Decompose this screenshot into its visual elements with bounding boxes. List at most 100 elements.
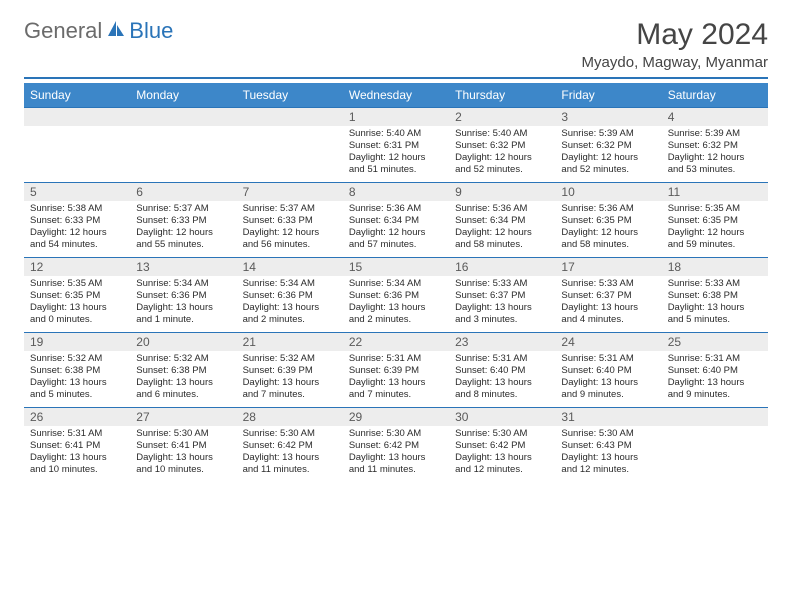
sunset-text: Sunset: 6:42 PM	[349, 440, 443, 452]
sunrise-text: Sunrise: 5:37 AM	[243, 203, 337, 215]
day-body: Sunrise: 5:35 AMSunset: 6:35 PMDaylight:…	[24, 276, 130, 332]
sunset-text: Sunset: 6:31 PM	[349, 140, 443, 152]
day-number: 12	[24, 258, 130, 276]
calendar-day-cell: 7Sunrise: 5:37 AMSunset: 6:33 PMDaylight…	[237, 183, 343, 258]
daylight-text: Daylight: 13 hours and 5 minutes.	[668, 302, 762, 326]
sunset-text: Sunset: 6:34 PM	[455, 215, 549, 227]
day-body: Sunrise: 5:31 AMSunset: 6:40 PMDaylight:…	[662, 351, 768, 407]
weekday-header: Saturday	[662, 83, 768, 108]
sunset-text: Sunset: 6:38 PM	[30, 365, 124, 377]
day-body: Sunrise: 5:34 AMSunset: 6:36 PMDaylight:…	[343, 276, 449, 332]
day-body: Sunrise: 5:34 AMSunset: 6:36 PMDaylight:…	[237, 276, 343, 332]
sunrise-text: Sunrise: 5:32 AM	[136, 353, 230, 365]
day-body: Sunrise: 5:36 AMSunset: 6:34 PMDaylight:…	[343, 201, 449, 257]
calendar-day-cell: 14Sunrise: 5:34 AMSunset: 6:36 PMDayligh…	[237, 258, 343, 333]
day-body: Sunrise: 5:30 AMSunset: 6:41 PMDaylight:…	[130, 426, 236, 482]
calendar-day-cell: 20Sunrise: 5:32 AMSunset: 6:38 PMDayligh…	[130, 333, 236, 408]
calendar-day-cell: 13 Sunrise: 5:34 AMSunset: 6:36 PMDayligh…	[130, 258, 236, 333]
day-body: Sunrise: 5:30 AMSunset: 6:42 PMDaylight:…	[343, 426, 449, 482]
day-number: 10	[555, 183, 661, 201]
day-number: 1	[343, 108, 449, 126]
day-body: Sunrise: 5:31 AMSunset: 6:40 PMDaylight:…	[449, 351, 555, 407]
day-number: 3	[555, 108, 661, 126]
day-body: Sunrise: 5:31 AMSunset: 6:41 PMDaylight:…	[24, 426, 130, 482]
calendar-day-cell	[662, 408, 768, 483]
calendar-day-cell: 12Sunrise: 5:35 AMSunset: 6:35 PMDayligh…	[24, 258, 130, 333]
day-number: 6	[130, 183, 236, 201]
calendar-week-row: 12Sunrise: 5:35 AMSunset: 6:35 PMDayligh…	[24, 258, 768, 333]
calendar-day-cell: 5Sunrise: 5:38 AMSunset: 6:33 PMDaylight…	[24, 183, 130, 258]
calendar-day-cell: 8Sunrise: 5:36 AMSunset: 6:34 PMDaylight…	[343, 183, 449, 258]
day-number: 26	[24, 408, 130, 426]
calendar-day-cell: 30Sunrise: 5:30 AMSunset: 6:42 PMDayligh…	[449, 408, 555, 483]
daylight-text: Daylight: 12 hours and 56 minutes.	[243, 227, 337, 251]
daylight-text: Daylight: 12 hours and 58 minutes.	[455, 227, 549, 251]
sunset-text: Sunset: 6:38 PM	[668, 290, 762, 302]
day-number: 29	[343, 408, 449, 426]
calendar-week-row: 1Sunrise: 5:40 AMSunset: 6:31 PMDaylight…	[24, 108, 768, 183]
calendar-day-cell: 6Sunrise: 5:37 AMSunset: 6:33 PMDaylight…	[130, 183, 236, 258]
day-body: Sunrise: 5:36 AMSunset: 6:35 PMDaylight:…	[555, 201, 661, 257]
day-body: Sunrise: 5:39 AMSunset: 6:32 PMDaylight:…	[555, 126, 661, 182]
location: Myaydo, Magway, Myanmar	[582, 54, 768, 71]
daylight-text: Daylight: 13 hours and 5 minutes.	[30, 377, 124, 401]
sunset-text: Sunset: 6:40 PM	[561, 365, 655, 377]
daylight-text: Daylight: 13 hours and 1 minute.	[136, 302, 230, 326]
sunset-text: Sunset: 6:40 PM	[455, 365, 549, 377]
logo: General Blue	[24, 18, 173, 44]
calendar-day-cell: 28Sunrise: 5:30 AMSunset: 6:42 PMDayligh…	[237, 408, 343, 483]
calendar-day-cell: 29Sunrise: 5:30 AMSunset: 6:42 PMDayligh…	[343, 408, 449, 483]
day-body: Sunrise: 5:30 AMSunset: 6:42 PMDaylight:…	[237, 426, 343, 482]
sunrise-text: Sunrise: 5:30 AM	[561, 428, 655, 440]
day-body	[662, 426, 768, 482]
sunset-text: Sunset: 6:32 PM	[455, 140, 549, 152]
sunset-text: Sunset: 6:38 PM	[136, 365, 230, 377]
calendar-day-cell: 21Sunrise: 5:32 AMSunset: 6:39 PMDayligh…	[237, 333, 343, 408]
day-number: 30	[449, 408, 555, 426]
sunrise-text: Sunrise: 5:33 AM	[561, 278, 655, 290]
daylight-text: Daylight: 12 hours and 57 minutes.	[349, 227, 443, 251]
calendar-week-row: 26Sunrise: 5:31 AMSunset: 6:41 PMDayligh…	[24, 408, 768, 483]
sunset-text: Sunset: 6:35 PM	[30, 290, 124, 302]
weekday-header: Monday	[130, 83, 236, 108]
weekday-header: Friday	[555, 83, 661, 108]
sunrise-text: Sunrise: 5:30 AM	[243, 428, 337, 440]
day-body: Sunrise: 5:39 AMSunset: 6:32 PMDaylight:…	[662, 126, 768, 182]
day-number: 31	[555, 408, 661, 426]
sunset-text: Sunset: 6:33 PM	[136, 215, 230, 227]
day-number	[130, 108, 236, 126]
sunset-text: Sunset: 6:37 PM	[561, 290, 655, 302]
sunset-text: Sunset: 6:41 PM	[136, 440, 230, 452]
sunset-text: Sunset: 6:34 PM	[349, 215, 443, 227]
day-body: Sunrise: 5:37 AMSunset: 6:33 PMDaylight:…	[130, 201, 236, 257]
day-number: 24	[555, 333, 661, 351]
sunrise-text: Sunrise: 5:33 AM	[668, 278, 762, 290]
weekday-header: Wednesday	[343, 83, 449, 108]
calendar-day-cell: 27Sunrise: 5:30 AMSunset: 6:41 PMDayligh…	[130, 408, 236, 483]
daylight-text: Daylight: 13 hours and 9 minutes.	[561, 377, 655, 401]
day-number: 13	[130, 258, 236, 276]
calendar-day-cell: 10Sunrise: 5:36 AMSunset: 6:35 PMDayligh…	[555, 183, 661, 258]
sunrise-text: Sunrise: 5:38 AM	[30, 203, 124, 215]
daylight-text: Daylight: 13 hours and 4 minutes.	[561, 302, 655, 326]
calendar-week-row: 19Sunrise: 5:32 AMSunset: 6:38 PMDayligh…	[24, 333, 768, 408]
calendar-day-cell: 18Sunrise: 5:33 AMSunset: 6:38 PMDayligh…	[662, 258, 768, 333]
daylight-text: Daylight: 13 hours and 11 minutes.	[349, 452, 443, 476]
day-number: 11	[662, 183, 768, 201]
sunset-text: Sunset: 6:35 PM	[668, 215, 762, 227]
sunset-text: Sunset: 6:36 PM	[136, 290, 230, 302]
day-number: 16	[449, 258, 555, 276]
sunrise-text: Sunrise: 5:40 AM	[455, 128, 549, 140]
day-number: 28	[237, 408, 343, 426]
sunrise-text: Sunrise: 5:34 AM	[136, 278, 230, 290]
calendar-day-cell: 17Sunrise: 5:33 AMSunset: 6:37 PMDayligh…	[555, 258, 661, 333]
day-number: 8	[343, 183, 449, 201]
sunrise-text: Sunrise: 5:31 AM	[349, 353, 443, 365]
day-number: 7	[237, 183, 343, 201]
day-body: Sunrise: 5:30 AMSunset: 6:42 PMDaylight:…	[449, 426, 555, 482]
sunrise-text: Sunrise: 5:31 AM	[455, 353, 549, 365]
sunrise-text: Sunrise: 5:31 AM	[561, 353, 655, 365]
sunset-text: Sunset: 6:33 PM	[30, 215, 124, 227]
sunset-text: Sunset: 6:42 PM	[455, 440, 549, 452]
sunrise-text: Sunrise: 5:33 AM	[455, 278, 549, 290]
